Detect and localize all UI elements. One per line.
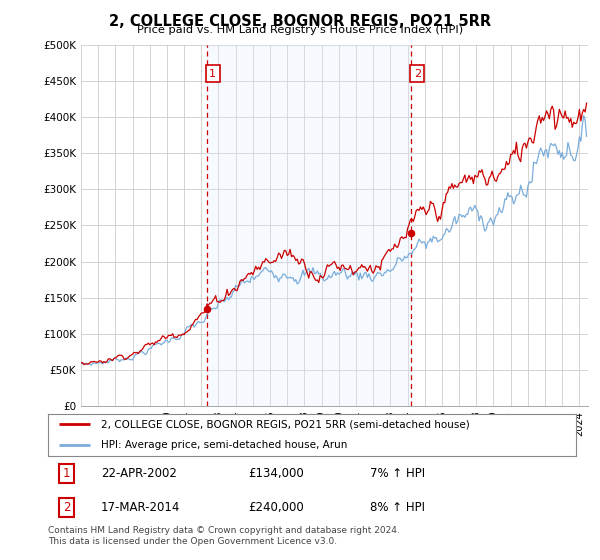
Point xyxy=(406,228,416,237)
Text: 2: 2 xyxy=(414,69,421,79)
Text: 2, COLLEGE CLOSE, BOGNOR REGIS, PO21 5RR (semi-detached house): 2, COLLEGE CLOSE, BOGNOR REGIS, PO21 5RR… xyxy=(101,419,470,430)
Text: 2, COLLEGE CLOSE, BOGNOR REGIS, PO21 5RR: 2, COLLEGE CLOSE, BOGNOR REGIS, PO21 5RR xyxy=(109,14,491,29)
Text: £240,000: £240,000 xyxy=(248,501,304,514)
Text: 8% ↑ HPI: 8% ↑ HPI xyxy=(370,501,425,514)
Text: 1: 1 xyxy=(209,69,216,79)
Text: 2: 2 xyxy=(63,501,70,514)
Text: HPI: Average price, semi-detached house, Arun: HPI: Average price, semi-detached house,… xyxy=(101,441,347,450)
Text: Price paid vs. HM Land Registry's House Price Index (HPI): Price paid vs. HM Land Registry's House … xyxy=(137,25,463,35)
Text: 17-MAR-2014: 17-MAR-2014 xyxy=(101,501,180,514)
Text: 7% ↑ HPI: 7% ↑ HPI xyxy=(370,467,425,480)
Text: 22-APR-2002: 22-APR-2002 xyxy=(101,467,176,480)
Text: Contains HM Land Registry data © Crown copyright and database right 2024.
This d: Contains HM Land Registry data © Crown c… xyxy=(48,526,400,546)
Point xyxy=(202,305,211,314)
Text: 1: 1 xyxy=(63,467,70,480)
Bar xyxy=(206,45,411,406)
Text: £134,000: £134,000 xyxy=(248,467,304,480)
